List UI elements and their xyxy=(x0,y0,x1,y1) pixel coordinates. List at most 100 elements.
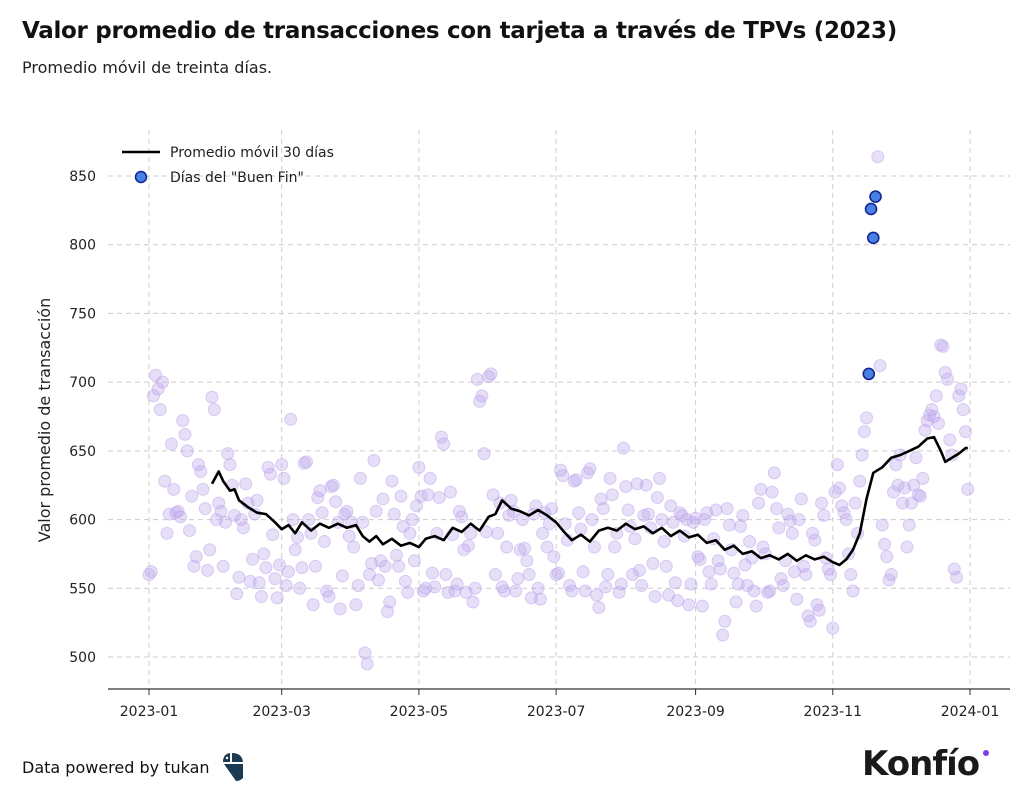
daily-point xyxy=(936,339,950,353)
daily-point xyxy=(684,577,698,591)
daily-point xyxy=(293,581,307,595)
daily-point xyxy=(450,577,464,591)
daily-point xyxy=(221,447,235,461)
daily-point xyxy=(360,657,374,671)
daily-point xyxy=(302,513,316,527)
daily-point xyxy=(259,561,273,575)
daily-point xyxy=(185,489,199,503)
daily-point xyxy=(333,602,347,616)
daily-point xyxy=(376,492,390,506)
daily-point xyxy=(871,150,885,164)
daily-point xyxy=(736,508,750,522)
legend-label-rolling: Promedio móvil 30 días xyxy=(170,145,334,161)
y-tick-label: 650 xyxy=(69,444,96,460)
daily-point xyxy=(950,570,964,584)
daily-point xyxy=(394,489,408,503)
daily-point xyxy=(567,474,581,488)
daily-point xyxy=(956,403,970,417)
daily-point xyxy=(749,599,763,613)
buen-fin-point xyxy=(867,231,880,245)
daily-point xyxy=(178,427,192,441)
daily-point xyxy=(351,579,365,593)
daily-point xyxy=(389,548,403,562)
daily-point xyxy=(776,579,790,593)
daily-point xyxy=(635,579,649,593)
daily-point xyxy=(763,584,777,598)
daily-point xyxy=(619,480,633,494)
daily-point xyxy=(837,506,851,520)
daily-point xyxy=(781,507,795,521)
daily-point xyxy=(916,471,930,485)
legend-dot-swatch xyxy=(134,170,148,184)
daily-point xyxy=(799,568,813,582)
y-tick-label: 800 xyxy=(69,238,96,254)
daily-point xyxy=(511,572,525,586)
daily-point xyxy=(711,554,725,568)
daily-point xyxy=(313,484,327,498)
daily-point xyxy=(158,474,172,488)
daily-point xyxy=(144,565,158,579)
daily-point xyxy=(653,471,667,485)
daily-point xyxy=(718,614,732,628)
daily-point xyxy=(272,558,286,572)
daily-point xyxy=(448,584,462,598)
daily-point xyxy=(590,588,604,602)
daily-point xyxy=(855,448,869,462)
daily-point xyxy=(927,410,941,423)
daily-point xyxy=(182,524,196,538)
daily-point xyxy=(839,513,853,527)
daily-point xyxy=(180,444,194,458)
daily-point xyxy=(290,530,304,544)
daily-point xyxy=(929,389,943,403)
daily-point xyxy=(324,480,338,494)
chart-title: Valor promedio de transacciones con tarj… xyxy=(22,18,897,44)
daily-point xyxy=(340,504,354,518)
daily-point xyxy=(317,535,331,549)
daily-point xyxy=(270,591,284,605)
daily-point xyxy=(421,488,435,502)
daily-point xyxy=(261,460,275,474)
daily-point xyxy=(545,502,559,516)
daily-point xyxy=(578,584,592,598)
daily-point xyxy=(335,569,349,583)
daily-point xyxy=(198,502,212,516)
daily-point xyxy=(947,562,961,576)
daily-point xyxy=(484,367,498,381)
daily-point xyxy=(767,466,781,480)
daily-point xyxy=(277,471,291,485)
daily-point xyxy=(608,540,622,554)
daily-point xyxy=(342,529,356,543)
daily-point xyxy=(353,471,367,485)
daily-point xyxy=(704,577,718,591)
daily-point xyxy=(682,598,696,612)
daily-point xyxy=(583,462,597,476)
daily-point xyxy=(659,559,673,573)
buen-fin-points xyxy=(862,190,882,381)
daily-point xyxy=(702,565,716,579)
daily-point xyxy=(464,526,478,540)
y-axis-label: Valor promedio de transacción xyxy=(35,298,54,542)
daily-point xyxy=(797,559,811,573)
daily-point xyxy=(873,359,887,373)
daily-point xyxy=(196,482,210,496)
daily-point xyxy=(833,481,847,495)
daily-point xyxy=(641,507,655,521)
daily-point xyxy=(315,506,329,520)
daily-point xyxy=(792,513,806,527)
daily-point xyxy=(254,590,268,604)
daily-point xyxy=(698,513,712,527)
daily-point xyxy=(475,389,489,403)
daily-point xyxy=(572,506,586,520)
buen-fin-point xyxy=(862,367,876,381)
daily-point xyxy=(214,504,228,518)
daily-point xyxy=(466,595,480,609)
daily-point xyxy=(311,491,325,505)
daily-point xyxy=(146,389,160,403)
daily-point xyxy=(398,574,412,588)
daily-point xyxy=(941,372,955,386)
legend: Promedio móvil 30 días Días del "Buen Fi… xyxy=(122,145,334,186)
daily-point xyxy=(275,458,289,472)
daily-point xyxy=(263,467,277,481)
daily-point xyxy=(378,559,392,573)
